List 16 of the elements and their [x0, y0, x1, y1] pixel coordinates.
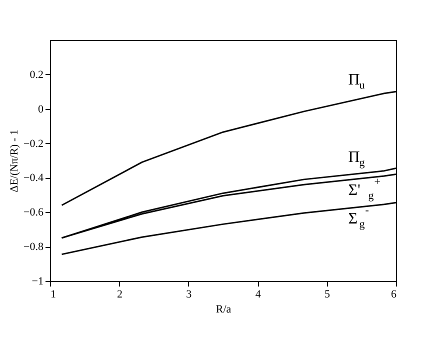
x-tick-label: 1 [50, 288, 56, 300]
y-axis-title: ΔE/(Nπ/R) - 1 [8, 130, 21, 192]
y-tick-label: −1 [32, 276, 44, 288]
y-tick-label: −0.6 [24, 206, 44, 219]
x-tick-label: 3 [186, 288, 192, 300]
x-axis-title: R/a [216, 304, 232, 316]
x-tick-label: 2 [116, 288, 122, 300]
series-label: Σ'g+ [348, 176, 380, 202]
x-tick-label: 4 [255, 288, 262, 300]
x-tick-label: 6 [391, 288, 397, 300]
x-tick-label: 5 [324, 288, 331, 300]
y-tick-label: 0.2 [30, 68, 44, 81]
y-tick-label: −0.8 [24, 241, 44, 254]
y-tick-label: −0.2 [24, 138, 44, 150]
y-tick-label: 0 [38, 103, 44, 116]
y-tick-label: −0.4 [24, 172, 44, 184]
